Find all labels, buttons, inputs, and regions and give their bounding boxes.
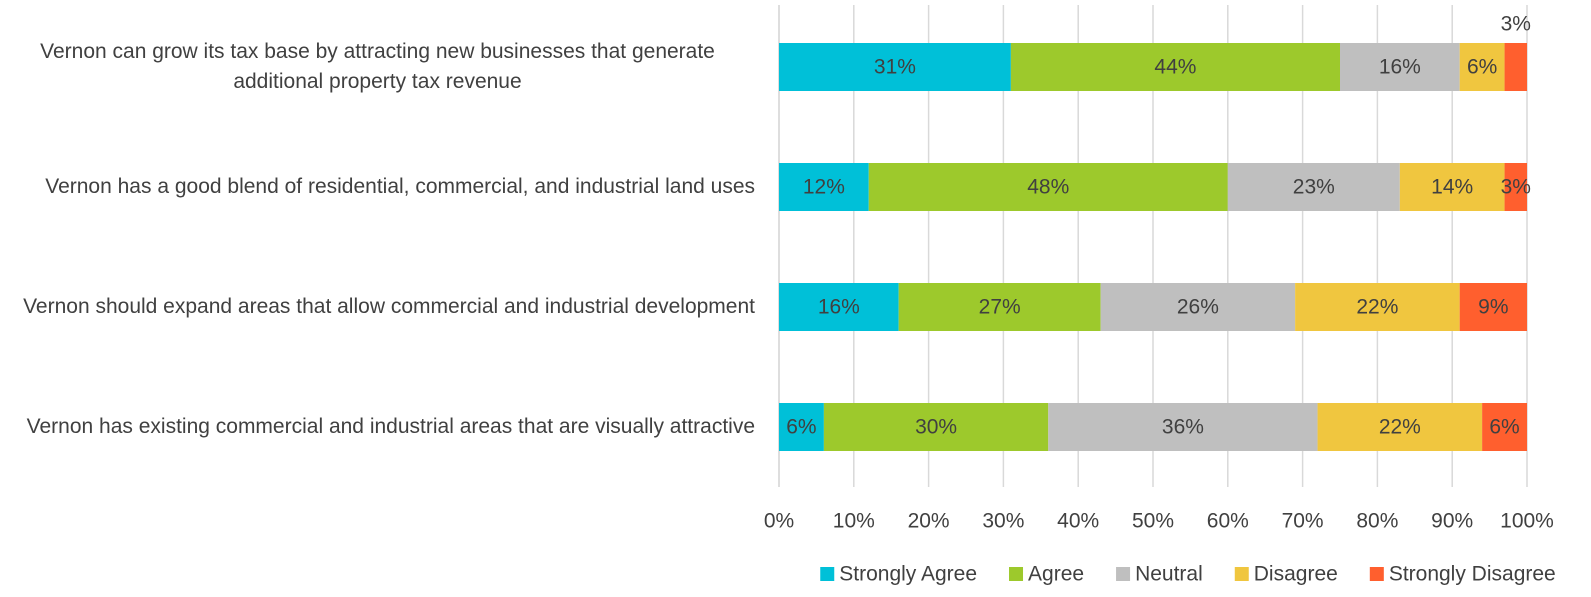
bar-segment [1399, 163, 1505, 211]
data-label: 12% [803, 176, 845, 199]
x-tick-label: 40% [1057, 510, 1099, 533]
data-label: 27% [979, 296, 1021, 319]
x-tick-label: 0% [764, 510, 794, 533]
bar-segment [823, 403, 1049, 451]
bar-segment [1010, 43, 1340, 91]
x-tick-label: 60% [1207, 510, 1249, 533]
data-label: 31% [874, 56, 916, 79]
x-tick-label: 80% [1356, 510, 1398, 533]
bar-segment [898, 283, 1101, 331]
legend-label: Agree [1028, 563, 1084, 586]
legend-label: Disagree [1254, 563, 1338, 586]
data-label: 3% [1501, 13, 1531, 36]
bar-segment [1340, 43, 1460, 91]
data-label: 6% [1467, 56, 1497, 79]
x-tick-label: 30% [982, 510, 1024, 533]
data-label: 16% [818, 296, 860, 319]
category-label: Vernon should expand areas that allow co… [23, 295, 755, 318]
data-label: 16% [1379, 56, 1421, 79]
bar-segment [1504, 43, 1527, 91]
legend-label: Neutral [1135, 563, 1203, 586]
bar-segment [779, 403, 824, 451]
data-label: 3% [1501, 176, 1531, 199]
data-label: 22% [1379, 416, 1421, 439]
data-label: 9% [1478, 296, 1508, 319]
legend-swatch [820, 567, 835, 581]
data-label: 22% [1356, 296, 1398, 319]
x-tick-label: 70% [1282, 510, 1324, 533]
data-label: 23% [1293, 176, 1335, 199]
category-label: Vernon can grow its tax base by attracti… [40, 40, 715, 93]
bar-segment [1459, 43, 1505, 91]
legend-swatch [1369, 567, 1384, 581]
x-tick-label: 100% [1500, 510, 1554, 533]
category-label: Vernon has a good blend of residential, … [45, 175, 755, 198]
x-tick-label: 10% [833, 510, 875, 533]
x-tick-label: 20% [908, 510, 950, 533]
data-label: 6% [1489, 416, 1519, 439]
category-label: Vernon has existing commercial and indus… [26, 415, 755, 438]
bar-segment [1227, 163, 1400, 211]
bar-segment [1482, 403, 1527, 451]
legend-label: Strongly Disagree [1389, 563, 1556, 586]
bar-segment [1504, 163, 1527, 211]
data-label: 26% [1177, 296, 1219, 319]
bar-segment [868, 163, 1228, 211]
x-tick-label: 50% [1132, 510, 1174, 533]
data-label: 6% [786, 416, 816, 439]
bar-segment [779, 163, 869, 211]
data-label: 36% [1162, 416, 1204, 439]
bar-segment [779, 43, 1011, 91]
bar-segment [1100, 283, 1296, 331]
bar-segment [1317, 403, 1483, 451]
x-tick-label: 90% [1431, 510, 1473, 533]
data-label: 44% [1154, 56, 1196, 79]
legend-swatch [1009, 567, 1024, 581]
data-label: 48% [1027, 176, 1069, 199]
legend-label: Strongly Agree [839, 563, 977, 586]
data-label: 14% [1431, 176, 1473, 199]
bar-segment [1048, 403, 1318, 451]
bar-segment [779, 283, 899, 331]
bar-segment [1295, 283, 1460, 331]
legend-swatch [1116, 567, 1131, 581]
legend-swatch [1234, 567, 1249, 581]
data-label: 30% [915, 416, 957, 439]
bar-segment [1459, 283, 1527, 331]
